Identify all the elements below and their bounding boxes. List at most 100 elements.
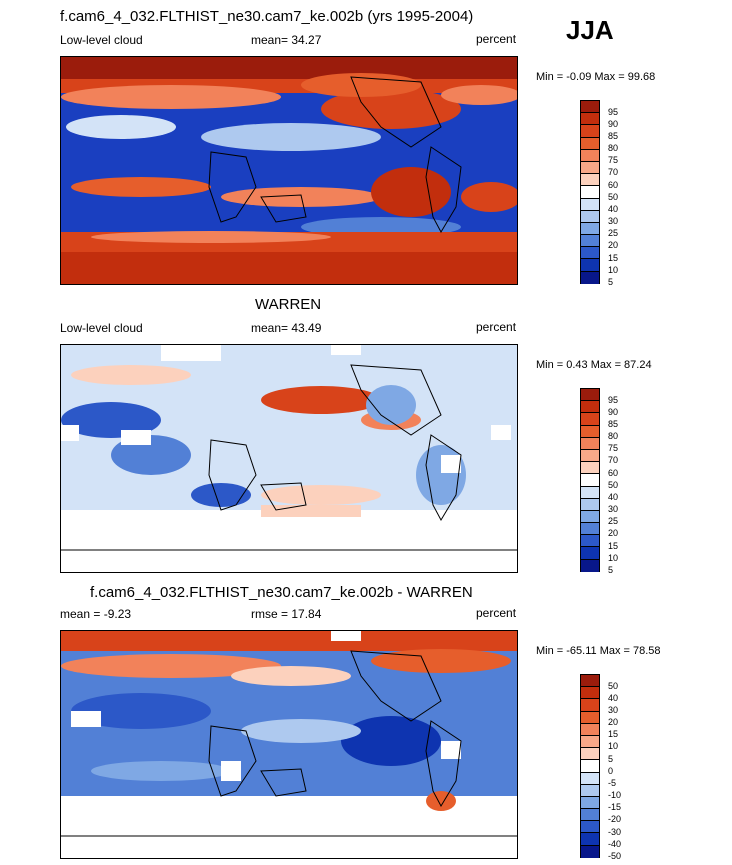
panel3-colorbar-cell	[581, 687, 599, 700]
panel2-colorbar-tick: 5	[608, 565, 614, 575]
panel1-units-label: percent	[476, 32, 517, 46]
panel1-colorbar-cell	[581, 101, 599, 114]
panel1-colorbar-tick: 95	[608, 107, 619, 117]
panel1-colorbar-tick: 50	[608, 192, 619, 202]
panel3-colorbar-tick: -30	[608, 827, 622, 837]
panel2-colorbar-tick: 15	[608, 541, 619, 551]
panel3-rmse-label: rmse = 17.84	[251, 607, 322, 621]
panel2-colorbar-tick: 70	[608, 455, 619, 465]
panel2-colorbar-cell	[581, 437, 599, 450]
panel1-colorbar-tick: 15	[608, 253, 619, 263]
panel1-colorbar-cell	[581, 186, 599, 199]
panel3-colorbar-cell	[581, 784, 599, 797]
panel3-colorbar-tick: 20	[608, 717, 619, 727]
panel2-colorbar-tick: 80	[608, 431, 619, 441]
panel2-colorbar-tick: 30	[608, 504, 619, 514]
panel3-colorbar-tick: 15	[608, 729, 619, 739]
panel3-colorbar-cell	[581, 699, 599, 712]
panel1-colorbar-tick: 20	[608, 240, 619, 250]
panel1-colorbar-tick: 10	[608, 265, 619, 275]
panel2-colorbar-tick: 20	[608, 528, 619, 538]
panel3-mean-label: mean = -9.23	[60, 607, 132, 621]
panel3-colorbar-tick: -15	[608, 802, 622, 812]
panel3-colorbar-cell	[581, 735, 599, 749]
panel1-colorbar-cell	[581, 161, 599, 175]
panel3-map	[60, 630, 518, 859]
panel2-colorbar-tick: 95	[608, 395, 619, 405]
panel3-colorbar-tick: 40	[608, 693, 619, 703]
panel1-colorbar-cell	[581, 113, 599, 126]
panel3-title: f.cam6_4_032.FLTHIST_ne30.cam7_ke.002b -…	[90, 584, 473, 601]
panel2-minmax: Min = 0.43 Max = 87.24	[536, 359, 652, 371]
panel2-variable-label: Low-level cloud	[60, 321, 143, 335]
panel2-colorbar	[580, 388, 600, 572]
panel3-colorbar-tick: 5	[608, 754, 614, 764]
panel2-colorbar-cell	[581, 449, 599, 463]
panel3-colorbar-cell	[581, 821, 599, 834]
panel3-colorbar-tick: 10	[608, 741, 619, 751]
panel2-colorbar-tick: 75	[608, 443, 619, 453]
panel1-colorbar-cell	[581, 222, 599, 236]
panel3-colorbar-tick: -20	[608, 814, 622, 824]
panel1-mean-label: mean= 34.27	[251, 33, 322, 47]
panel1-colorbar-cell	[581, 149, 599, 162]
panel2-colorbar-cell	[581, 559, 599, 572]
panel3-colorbar-tick: 0	[608, 766, 614, 776]
panel2-colorbar-cell	[581, 401, 599, 414]
panel1-colorbar-tick: 30	[608, 216, 619, 226]
panel1-colorbar-tick: 25	[608, 228, 619, 238]
panel1-colorbar-tick: 85	[608, 131, 619, 141]
panel2-colorbar-cell	[581, 462, 599, 475]
panel1-colorbar-tick: 70	[608, 167, 619, 177]
panel1-colorbar-cell	[581, 198, 599, 211]
panel1-colorbar-tick: 40	[608, 204, 619, 214]
panel1-colorbar-cell	[581, 125, 599, 138]
panel2-colorbar-tick: 25	[608, 516, 619, 526]
panel3-colorbar-cell	[581, 845, 599, 858]
panel3-colorbar-cell	[581, 748, 599, 761]
panel1-colorbar-cell	[581, 174, 599, 187]
panel1-colorbar-tick: 75	[608, 155, 619, 165]
panel2-colorbar-cell	[581, 535, 599, 548]
panel1-colorbar-cell	[581, 259, 599, 272]
panel1-minmax: Min = -0.09 Max = 99.68	[536, 71, 656, 83]
panel1-map	[60, 56, 518, 285]
panel3-minmax: Min = -65.11 Max = 78.58	[536, 645, 661, 657]
panel2-units-label: percent	[476, 320, 517, 334]
panel2-colorbar-cell	[581, 425, 599, 438]
panel1-colorbar-cell	[581, 235, 599, 248]
panel1-variable-label: Low-level cloud	[60, 33, 143, 47]
panel3-colorbar-cell	[581, 723, 599, 736]
panel2-colorbar-cell	[581, 486, 599, 499]
panel3-colorbar-tick: -50	[608, 851, 622, 861]
panel3-colorbar	[580, 674, 600, 858]
panel2-mean-label: mean= 43.49	[251, 321, 322, 335]
panel3-colorbar-cell	[581, 772, 599, 785]
panel2-colorbar-tick: 60	[608, 468, 619, 478]
panel1-title: f.cam6_4_032.FLTHIST_ne30.cam7_ke.002b (…	[60, 8, 474, 25]
panel2-colorbar-tick: 50	[608, 480, 619, 490]
panel3-colorbar-cell	[581, 675, 599, 688]
panel2-colorbar-cell	[581, 389, 599, 402]
panel3-colorbar-tick: 30	[608, 705, 619, 715]
panel2-colorbar-cell	[581, 523, 599, 536]
panel3-colorbar-tick: -10	[608, 790, 622, 800]
season-label: JJA	[566, 15, 614, 45]
panel2-colorbar-cell	[581, 498, 599, 511]
panel1-colorbar-tick: 80	[608, 143, 619, 153]
panel1-colorbar-cell	[581, 137, 599, 150]
panel2-colorbar-cell	[581, 510, 599, 524]
panel3-colorbar-tick: -40	[608, 839, 622, 849]
panel2-colorbar-tick: 40	[608, 492, 619, 502]
panel3-units-label: percent	[476, 606, 517, 620]
panel2-map	[60, 344, 518, 573]
panel1-colorbar-tick: 60	[608, 180, 619, 190]
panel3-colorbar-cell	[581, 760, 599, 773]
panel2-colorbar-cell	[581, 413, 599, 426]
panel2-colorbar-tick: 85	[608, 419, 619, 429]
panel2-colorbar-tick: 10	[608, 553, 619, 563]
panel2-colorbar-tick: 90	[608, 407, 619, 417]
panel3-colorbar-cell	[581, 711, 599, 724]
panel1-colorbar-tick: 90	[608, 119, 619, 129]
panel2-colorbar-cell	[581, 474, 599, 487]
